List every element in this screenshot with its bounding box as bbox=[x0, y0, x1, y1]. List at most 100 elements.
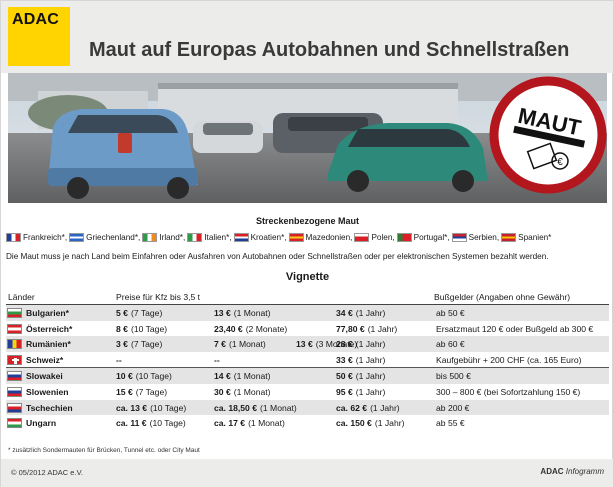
price-year-value: 34 € bbox=[336, 308, 353, 318]
strecken-country: Serbien, bbox=[451, 233, 500, 242]
price-short-unit: (10 Tage) bbox=[149, 418, 186, 429]
price-short-value: 3 € bbox=[116, 339, 128, 350]
brand-suffix: Infogramm bbox=[565, 467, 604, 476]
price-year-value: 95 € bbox=[336, 386, 353, 397]
flag-icon bbox=[69, 233, 85, 242]
footer: © 05/2012 ADAC e.V. ADAC Infogramm bbox=[1, 459, 613, 487]
strecken-country: Mazedonien, bbox=[288, 233, 353, 242]
table-row: Österreich* 8 € (10 Tage) 23,40 € (2 Monate)… bbox=[6, 321, 609, 337]
group-divider bbox=[6, 367, 609, 369]
flag-icon bbox=[7, 323, 22, 334]
strecken-country-name: Irland*, bbox=[159, 233, 186, 242]
maut-sign: MAUT € bbox=[489, 76, 607, 194]
strecken-country-name: Mazedonien, bbox=[305, 233, 353, 242]
svg-text:€: € bbox=[557, 157, 563, 168]
header-preise: Preise für Kfz bis 3,5 t bbox=[116, 292, 201, 302]
vignette-title: Vignette bbox=[285, 271, 330, 283]
vignette-table: Länder Preise für Kfz bis 3,5 t Bußgelde… bbox=[6, 291, 609, 431]
table-body: Bulgarien* 5 € (7 Tage) 13 € (1 Monat) 34 € (1… bbox=[6, 305, 609, 431]
price-short-value: 15 € bbox=[116, 386, 133, 397]
price-month-unit: (1 Monat) bbox=[233, 371, 271, 382]
price-short-unit: (7 Tage) bbox=[130, 339, 163, 350]
price-year-value: 50 € bbox=[336, 371, 353, 382]
price-year-unit: (1 Jahr) bbox=[355, 371, 386, 382]
price-month: 13 € (1 Monat) bbox=[214, 308, 271, 318]
price-short: ca. 13 € (10 Tage) bbox=[116, 403, 186, 413]
price-year-value: 28 € bbox=[336, 339, 353, 350]
price-short-unit: (7 Tage) bbox=[130, 308, 163, 318]
strecken-country-name: Serbien, bbox=[468, 233, 500, 242]
photo-illustration: MAUT € bbox=[8, 73, 607, 203]
price-year-unit: (1 Jahr) bbox=[370, 402, 400, 413]
price-year-unit: (1 Jahr) bbox=[355, 308, 386, 318]
price-month-unit: (1 Monat) bbox=[228, 339, 266, 350]
flag-icon bbox=[187, 233, 203, 242]
table-row: Slowenien 15 € (7 Tage) 30 € (1 Monat) 95 € (1… bbox=[6, 384, 609, 400]
footnote: * zusätzlich Sondermauten für Brücken, T… bbox=[8, 447, 200, 454]
fine-text: Kaufgebühr + 200 CHF (ca. 165 Euro) bbox=[436, 354, 582, 365]
price-3months-value: 13 € bbox=[296, 339, 313, 350]
fine-text: ab 60 € bbox=[436, 339, 465, 350]
flag-icon bbox=[7, 339, 22, 350]
price-month-unit: (1 Monat) bbox=[233, 308, 271, 318]
strecken-country-name: Frankreich*, bbox=[23, 233, 68, 242]
price-year-unit: (1 Jahr) bbox=[355, 386, 386, 397]
strecken-country: Irland*, bbox=[142, 233, 185, 242]
fine-text: ab 50 € bbox=[436, 308, 465, 318]
price-month-value: ca. 17 € bbox=[214, 418, 246, 429]
table-row: Bulgarien* 5 € (7 Tage) 13 € (1 Monat) 34 € (1… bbox=[6, 305, 609, 321]
flag-icon bbox=[7, 354, 22, 365]
brand-mark: ADAC Infogramm bbox=[540, 467, 604, 476]
price-year: 34 € (1 Jahr) bbox=[336, 308, 385, 318]
price-month-value: 7 € bbox=[214, 339, 226, 350]
price-year: 50 € (1 Jahr) bbox=[336, 371, 385, 381]
strecken-country-list: Frankreich*, Griechenland*, Irland*, Italie… bbox=[6, 233, 610, 242]
country-name: Schweiz* bbox=[26, 354, 64, 365]
price-year: 33 € (1 Jahr) bbox=[336, 355, 385, 365]
flag-icon bbox=[233, 233, 249, 242]
price-month: -- bbox=[214, 355, 223, 365]
price-month-value: ca. 18,50 € bbox=[214, 402, 258, 413]
flag-icon bbox=[7, 386, 22, 397]
strecken-country: Kroatien*, bbox=[233, 233, 287, 242]
table-row: Slowakei 10 € (10 Tage) 14 € (1 Monat) 50 € (1… bbox=[6, 368, 609, 384]
price-short: 8 € (10 Tage) bbox=[116, 324, 167, 334]
country-name: Slowenien bbox=[26, 386, 69, 397]
fine-text: Ersatzmaut 120 € oder Bußgeld ab 300 € bbox=[436, 323, 594, 334]
country-name: Bulgarien* bbox=[26, 308, 69, 318]
header-laender: Länder bbox=[8, 292, 35, 302]
price-short: 10 € (10 Tage) bbox=[116, 371, 172, 381]
fine-text: ab 200 € bbox=[436, 402, 470, 413]
price-year: 28 € (1 Jahr) bbox=[336, 339, 385, 349]
country-name: Rumänien* bbox=[26, 339, 71, 350]
strecken-country: Polen, bbox=[354, 233, 395, 242]
strecken-title: Streckenbezogene Maut bbox=[255, 216, 360, 226]
flag-icon bbox=[288, 233, 304, 242]
price-month-unit: (1 Monat) bbox=[248, 418, 285, 429]
price-month: 30 € (1 Monat) bbox=[214, 387, 271, 397]
price-short-unit: (10 Tage) bbox=[130, 323, 168, 334]
strecken-country-name: Italien*, bbox=[204, 233, 232, 242]
price-month-value: -- bbox=[214, 354, 220, 365]
price-short: -- bbox=[116, 355, 125, 365]
strecken-country: Portugal*, bbox=[396, 233, 450, 242]
header-bussgelder: Bußgelder (Angaben ohne Gewähr) bbox=[434, 292, 571, 302]
brand-name: ADAC bbox=[540, 467, 564, 476]
flag-icon bbox=[7, 402, 22, 413]
price-month-unit: (1 Monat) bbox=[233, 386, 271, 397]
price-month-unit: (1 Monat) bbox=[260, 402, 297, 413]
header: ADAC Maut auf Europas Autobahnen und Sch… bbox=[1, 1, 613, 73]
flag-icon bbox=[396, 233, 412, 242]
strecken-country: Italien*, bbox=[187, 233, 232, 242]
price-month-unit: (2 Monate) bbox=[245, 323, 288, 334]
strecken-country: Spanien* bbox=[501, 233, 551, 242]
price-year-unit: (1 Jahr) bbox=[355, 354, 386, 365]
price-3months-unit: (3 Monate) bbox=[315, 339, 358, 350]
price-year: 95 € (1 Jahr) bbox=[336, 387, 385, 397]
price-month-value: 23,40 € bbox=[214, 323, 243, 334]
price-short: 5 € (7 Tage) bbox=[116, 308, 162, 318]
price-year-unit: (1 Jahr) bbox=[367, 323, 398, 334]
price-short: ca. 11 € (10 Tage) bbox=[116, 418, 186, 428]
fine-text: bis 500 € bbox=[436, 371, 471, 382]
price-year: ca. 150 € (1 Jahr) bbox=[336, 418, 404, 428]
